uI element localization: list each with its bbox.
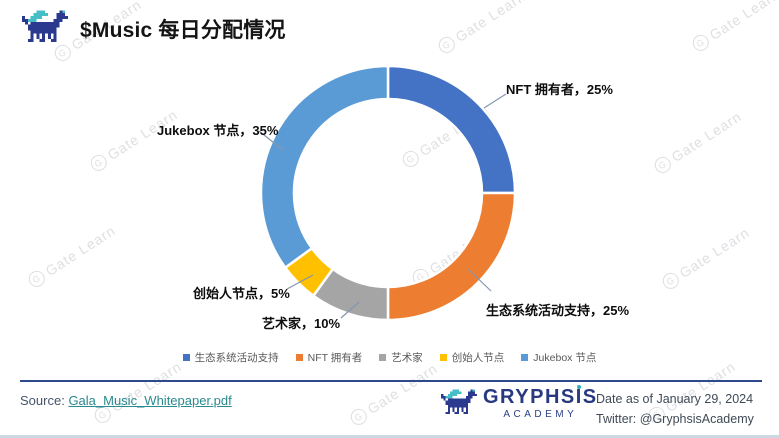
gryphsis-dragon-icon <box>441 388 477 414</box>
page-title: $Music 每日分配情况 <box>80 19 286 42</box>
legend-label: 生态系统活动支持 <box>194 352 279 364</box>
footer-meta: Date as of January 29, 2024 Twitter: @Gr… <box>596 389 754 429</box>
leader-line-artist <box>340 301 360 319</box>
source-label: Source: <box>20 393 65 408</box>
callout-nft-owners: NFT 拥有者，25% <box>506 82 613 97</box>
legend-item: Jukebox 节点 <box>521 350 596 365</box>
donut-slice-0 <box>386 64 517 195</box>
brand-text: GRYPHS I S ACADEMY <box>483 387 598 421</box>
legend-label: 创始人节点 <box>451 352 505 364</box>
legend-swatch <box>379 354 387 361</box>
callout-founder-nodes: 创始人节点，5% <box>193 286 290 301</box>
donut-slice-4 <box>259 64 390 270</box>
brand-name: GRYPHS I S <box>483 387 598 408</box>
chart-legend: 生态系统活动支持 NFT 拥有者 艺术家 创始人节点 Jukebox 节点 <box>0 350 779 365</box>
legend-item: 艺术家 <box>379 350 423 365</box>
twitter-line: Twitter: @GryphsisAcademy <box>596 412 754 426</box>
header: $Music 每日分配情况 <box>22 10 286 48</box>
legend-swatch <box>182 354 190 361</box>
callout-ecosystem-support: 生态系统活动支持，25% <box>486 303 630 318</box>
footer-divider <box>20 380 762 382</box>
legend-label: NFT 拥有者 <box>307 352 363 364</box>
leader-line-eco <box>467 268 492 292</box>
legend-swatch <box>439 354 447 361</box>
legend-swatch <box>295 354 303 361</box>
leader-line-nft <box>483 93 507 109</box>
bottom-border <box>0 435 779 438</box>
leader-lines <box>258 93 507 319</box>
gryphsis-dragon-icon <box>22 10 68 42</box>
brand-name-dotted-i: I <box>575 386 583 408</box>
source-link[interactable]: Gala_Music_Whitepaper.pdf <box>68 393 232 408</box>
gryphsis-academy-logo: GRYPHS I S ACADEMY <box>441 387 598 420</box>
leader-line-jukebox <box>258 130 284 151</box>
legend-item: 创始人节点 <box>439 350 505 365</box>
brand-subtitle: ACADEMY <box>503 409 578 420</box>
brand-name-part: GRYPHS <box>483 386 576 408</box>
leader-line-founder <box>286 274 314 290</box>
legend-item: NFT 拥有者 <box>295 350 363 365</box>
legend-label: Jukebox 节点 <box>533 352 597 364</box>
callout-artists: 艺术家，10% <box>262 316 341 331</box>
date-line: Date as of January 29, 2024 <box>596 392 754 406</box>
legend-label: 艺术家 <box>391 352 423 364</box>
legend-swatch <box>521 354 529 361</box>
callout-jukebox-nodes: Jukebox 节点，35% <box>157 123 279 138</box>
source-line: Source: Gala_Music_Whitepaper.pdf <box>20 393 232 408</box>
brand-name-part: S <box>582 386 598 408</box>
legend-item: 生态系统活动支持 <box>182 350 279 365</box>
